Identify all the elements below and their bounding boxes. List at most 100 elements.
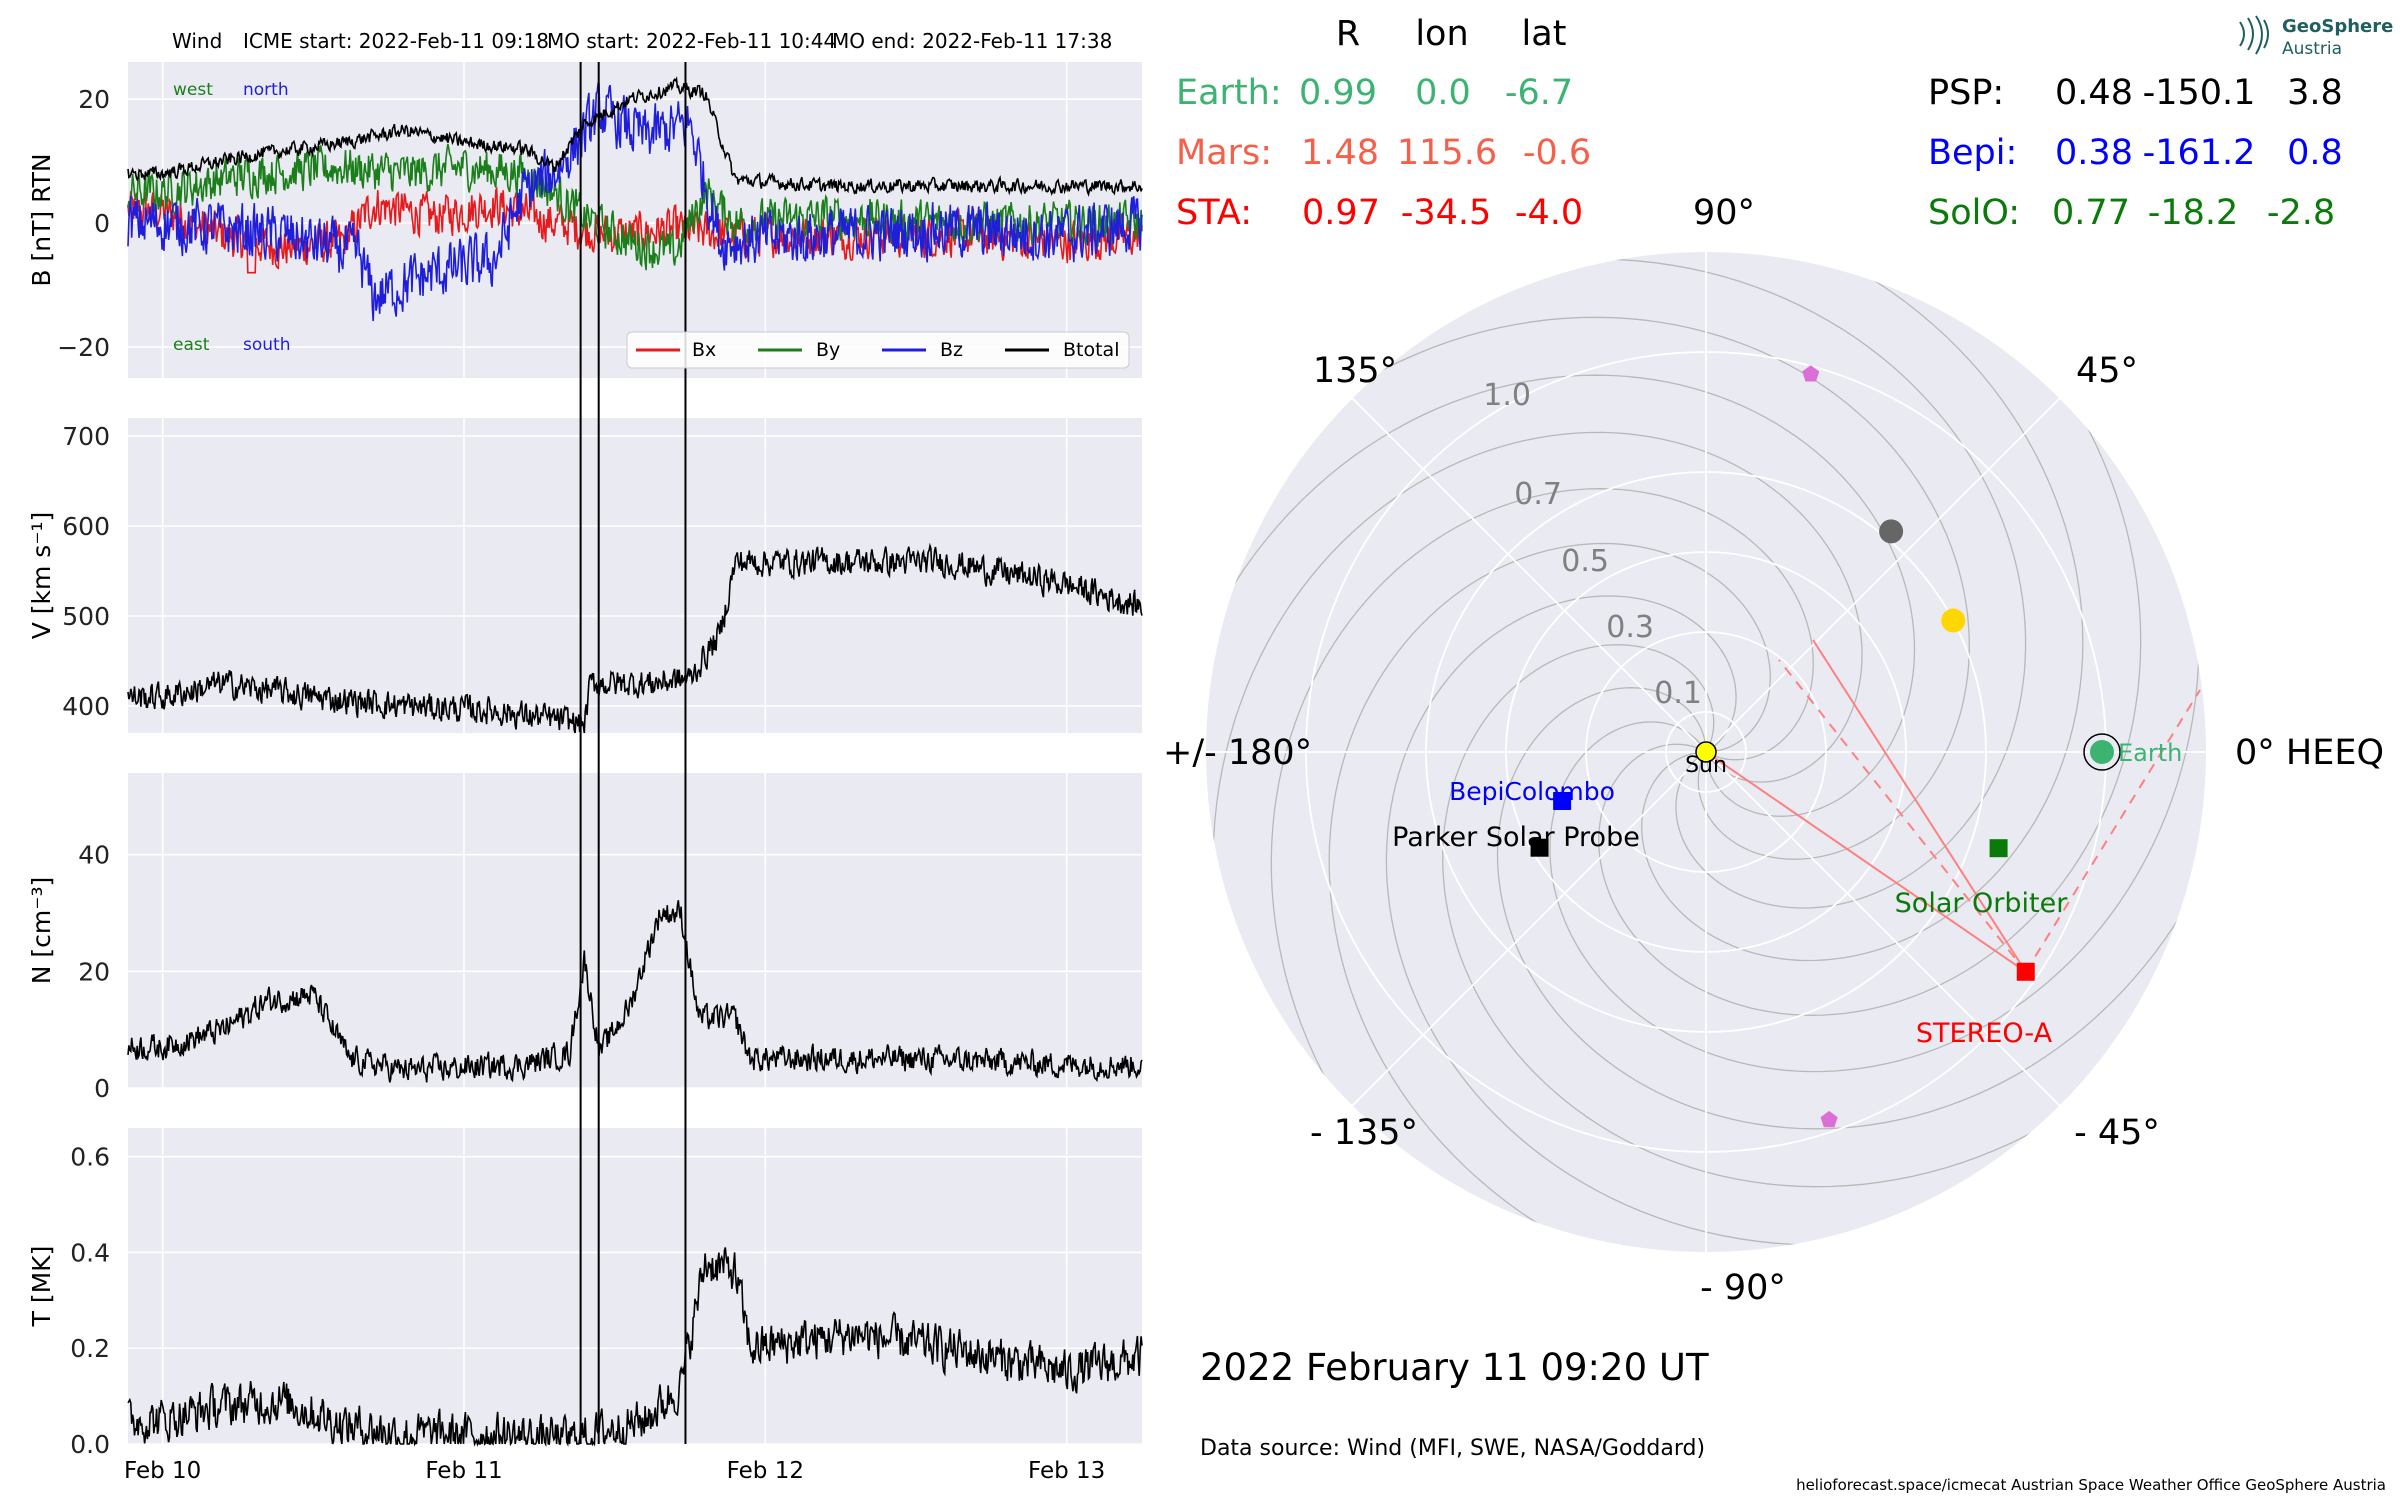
parker-spiral (1598, 368, 2142, 1016)
plot-date: 2022 February 11 09:20 UT (1200, 1346, 1709, 1389)
row-solo-name: SolO: (1928, 193, 2020, 233)
parker-spiral (1212, 431, 1863, 912)
logo-text-line2: Austria (2282, 39, 2342, 59)
north-label: north (243, 80, 289, 100)
row-bepi-r: 0.38 (2055, 133, 2133, 173)
angle-label: - 135° (1310, 1113, 1418, 1153)
sta-fov-dashed (1778, 659, 2027, 973)
row-solo: SolO: 0.77 -18.2 -2.8 (1928, 193, 2335, 233)
east-label: east (173, 335, 210, 355)
row-psp-lat: 3.8 (2287, 73, 2343, 113)
sta-field-of-view (1705, 639, 2201, 973)
row-sta-name: STA: (1176, 193, 1252, 233)
angle-label: 90° (1693, 193, 1755, 233)
plot-area (128, 773, 1142, 1088)
col-header-lat: lat (1522, 14, 1567, 54)
row-earth-name: Earth: (1176, 73, 1282, 113)
row-solo-r: 0.77 (2052, 193, 2130, 233)
mag-corner-labels: west north east south (173, 80, 290, 355)
x-tick-label: Feb 11 (425, 1458, 502, 1484)
parker-spiral (1270, 488, 1814, 1136)
radius-label: 0.5 (1561, 544, 1609, 579)
body-mars (1879, 519, 1904, 544)
west-label: west (173, 80, 213, 100)
row-bepi-lat: 0.8 (2287, 133, 2343, 173)
legend-label-by: By (816, 339, 840, 361)
sta-fov-dashed (2024, 689, 2201, 973)
row-psp: PSP: 0.48 -150.1 3.8 (1928, 73, 2343, 113)
series-v (127, 542, 1143, 734)
parker-spiral (1385, 595, 1866, 1246)
body-sta-label: STEREO-A (1916, 1018, 2053, 1049)
y-tick-label: 0 (94, 1074, 110, 1103)
parker-spiral (1322, 316, 1970, 860)
plot-area (128, 418, 1142, 733)
row-sta-lon: -34.5 (1401, 193, 1492, 233)
y-tick-label: −20 (57, 333, 110, 362)
series-n (127, 900, 1143, 1083)
legend-label-bx: Bx (692, 339, 716, 361)
angle-spoke (1351, 397, 1707, 753)
x-tick-label: Feb 10 (124, 1458, 201, 1484)
y-axis-label: V [km s⁻¹] (27, 512, 56, 640)
mo-start-label: MO start: 2022-Feb-11 10:44 (547, 29, 836, 53)
row-earth-lat: -6.7 (1505, 73, 1573, 113)
angle-spoke (1705, 397, 2061, 753)
body-other2 (1820, 1110, 1838, 1128)
y-axis-label: T [MK] (27, 1246, 56, 1328)
angle-label: +/- 180° (1163, 733, 1312, 773)
row-psp-name: PSP: (1928, 73, 2004, 113)
body-sta (2016, 962, 2035, 981)
data-source: Data source: Wind (MFI, SWE, NASA/Goddar… (1200, 1436, 1705, 1461)
radius-label: 0.1 (1654, 676, 1702, 711)
row-sta: STA: 0.97 -34.5 -4.0 (1176, 193, 1583, 233)
y-tick-label: 600 (62, 512, 110, 541)
angle-label: - 45° (2074, 1113, 2160, 1153)
row-psp-r: 0.48 (2055, 73, 2133, 113)
body-earth-ring (2083, 733, 2121, 771)
logo-text-line1: GeoSphere (2282, 16, 2393, 37)
sun-label: Sun (1685, 753, 1727, 778)
y-tick-label: 40 (78, 841, 110, 870)
y-tick-label: 0.2 (70, 1334, 110, 1363)
legend-label-btotal: Btotal (1063, 339, 1119, 361)
row-solo-lon: -18.2 (2148, 193, 2239, 233)
radius-label: 1.0 (1483, 378, 1531, 413)
angle-spoke (1705, 751, 2061, 1107)
series-btotal (127, 75, 1143, 197)
body-venus (1941, 608, 1966, 633)
angle-label: 0° HEEQ (2235, 733, 2384, 773)
radius-label: 0.7 (1514, 477, 1562, 512)
row-sta-r: 0.97 (1302, 193, 1380, 233)
y-tick-label: 700 (62, 422, 110, 451)
instrument-label: Wind (172, 29, 222, 53)
series-t (127, 1247, 1143, 1448)
x-tick-label: Feb 13 (1028, 1458, 1105, 1484)
plot-area (128, 1128, 1142, 1444)
row-bepi-name: Bepi: (1928, 133, 2017, 173)
y-tick-label: 400 (62, 692, 110, 721)
parker-spiral (1496, 687, 2206, 1130)
density-panel: 40 20 0 N [cm⁻³] (27, 773, 1143, 1103)
row-psp-lon: -150.1 (2143, 73, 2256, 113)
sta-sun-line (1705, 751, 2027, 973)
angle-spoke (1351, 751, 1707, 1107)
parker-spiral (1549, 592, 2200, 1073)
body-psp (1530, 838, 1549, 857)
y-tick-label: 20 (78, 85, 110, 114)
row-earth: Earth: 0.99 0.0 -6.7 (1176, 73, 1573, 113)
mo-end-label: MO end: 2022-Feb-11 17:38 (832, 29, 1112, 53)
series-bz (127, 82, 1143, 322)
x-tick-label: Feb 12 (727, 1458, 804, 1484)
row-solo-lat: -2.8 (2267, 193, 2335, 233)
position-table: R lon lat Earth: 0.99 0.0 -6.7 Mars: 1.4… (1176, 14, 2343, 233)
row-sta-lat: -4.0 (1515, 193, 1583, 233)
parker-spiral (1546, 258, 2027, 909)
body-earth (2090, 740, 2114, 764)
angle-label: - 90° (1700, 1268, 1786, 1308)
y-tick-label: 0.4 (70, 1238, 110, 1267)
credits: helioforecast.space/icmecat Austrian Spa… (1796, 1476, 2386, 1494)
parker-spiral (1442, 644, 2090, 1188)
angle-label: 45° (2076, 351, 2138, 391)
